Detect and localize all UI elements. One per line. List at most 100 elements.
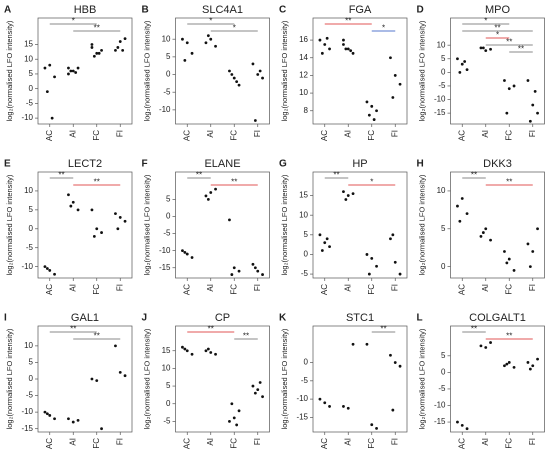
- significance-label: *: [209, 17, 212, 26]
- x-tick-label: FI: [528, 130, 537, 137]
- panel-letter: B: [142, 5, 149, 16]
- x-tick-label: FI: [390, 284, 399, 291]
- x-tick-label: FC: [367, 130, 376, 141]
- data-point: [526, 79, 530, 82]
- y-tick-label: -10: [21, 407, 33, 416]
- data-point: [460, 423, 464, 427]
- data-point: [71, 420, 75, 424]
- data-point: [183, 59, 187, 62]
- x-tick-label: AI: [481, 130, 490, 138]
- data-point: [69, 69, 73, 73]
- data-point: [528, 265, 532, 269]
- plot-frame: [450, 171, 545, 279]
- y-tick-label: 10: [437, 186, 446, 195]
- x-tick-label: AC: [45, 284, 54, 295]
- data-point: [323, 43, 327, 46]
- data-point: [251, 384, 255, 388]
- y-tick-label: -5: [163, 229, 171, 238]
- data-point: [389, 353, 392, 357]
- data-point: [479, 46, 483, 50]
- data-point: [536, 111, 539, 115]
- data-point: [465, 427, 469, 431]
- y-tick-label: -10: [296, 394, 308, 403]
- data-point: [256, 269, 260, 273]
- data-point: [76, 419, 80, 422]
- data-point: [526, 361, 530, 364]
- panel-title: HP: [352, 158, 367, 170]
- panel-letter: C: [279, 5, 286, 16]
- data-point: [228, 420, 231, 423]
- data-point: [253, 266, 257, 270]
- data-point: [190, 256, 194, 259]
- x-tick-label: FC: [229, 438, 238, 449]
- data-point: [114, 344, 117, 348]
- x-tick-label: AC: [45, 438, 54, 449]
- data-point: [95, 227, 99, 231]
- data-point: [318, 397, 322, 401]
- data-point: [90, 377, 94, 381]
- data-point: [391, 96, 395, 99]
- data-point: [48, 269, 52, 272]
- significance-label: *: [72, 17, 75, 26]
- data-point: [325, 237, 329, 241]
- panel-letter: K: [279, 313, 287, 324]
- data-point: [123, 219, 127, 223]
- y-tick-label: 0: [29, 374, 34, 383]
- plot-frame: [312, 171, 408, 279]
- y-tick-label: -15: [21, 424, 33, 433]
- y-tick-label: -10: [434, 95, 446, 104]
- y-tick-label: 16: [299, 35, 308, 44]
- x-tick-label: FC: [92, 130, 101, 141]
- panel-title: FGA: [349, 4, 372, 16]
- data-point: [507, 87, 511, 91]
- y-tick-label: 0: [166, 70, 171, 79]
- data-point: [328, 245, 331, 248]
- data-point: [251, 62, 255, 66]
- data-point: [95, 51, 99, 55]
- data-point: [74, 71, 78, 74]
- data-point: [50, 116, 54, 120]
- y-tick-label: 10: [299, 88, 308, 97]
- x-tick-label: AI: [68, 130, 77, 138]
- y-tick-label: 0: [29, 84, 34, 93]
- x-tick-label: AC: [320, 130, 329, 141]
- y-tick-label: -10: [434, 401, 446, 410]
- significance-label: **: [471, 325, 477, 334]
- data-point: [183, 250, 187, 254]
- data-point: [323, 241, 327, 245]
- data-point: [121, 48, 125, 52]
- significance-label: **: [94, 332, 100, 341]
- data-point: [351, 342, 355, 346]
- data-point: [261, 273, 264, 276]
- significance-label: *: [233, 24, 236, 33]
- data-point: [181, 345, 184, 349]
- y-tick-label: 10: [162, 34, 171, 43]
- y-axis-label: log₂(normalised LFO intensity): [5, 174, 14, 275]
- y-tick-label: 5: [441, 54, 446, 63]
- data-point: [344, 47, 348, 51]
- data-point: [318, 233, 322, 237]
- data-point: [325, 36, 329, 40]
- y-axis-label: log₂(normalised LFO intensity): [280, 20, 289, 121]
- data-point: [503, 250, 506, 253]
- data-point: [53, 417, 56, 421]
- significance-label: **: [333, 171, 339, 180]
- data-point: [48, 63, 52, 67]
- x-tick-label: AI: [206, 130, 215, 138]
- data-point: [45, 267, 49, 270]
- data-point: [209, 191, 213, 194]
- data-point: [190, 51, 194, 55]
- x-tick-label: AC: [457, 130, 466, 141]
- data-point: [253, 119, 257, 122]
- data-point: [389, 237, 392, 241]
- data-point: [531, 250, 535, 253]
- data-point: [214, 44, 217, 48]
- x-tick-label: AC: [320, 438, 329, 449]
- data-point: [531, 364, 535, 368]
- data-point: [463, 60, 467, 63]
- data-point: [505, 261, 509, 265]
- y-tick-label: 10: [24, 186, 33, 195]
- y-axis-label: log₂(normalised LFO intensity): [5, 20, 14, 121]
- y-tick-label: -5: [438, 81, 446, 90]
- y-tick-label: -5: [163, 87, 171, 96]
